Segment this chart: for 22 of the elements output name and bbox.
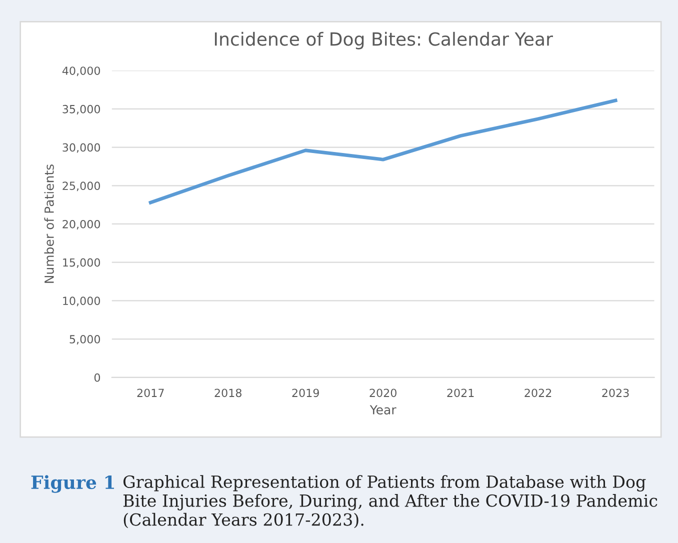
line-series (148, 98, 618, 204)
y-tick-label: 40,000 (62, 66, 100, 76)
x-axis-title: Year (370, 405, 396, 414)
x-tick-label: 2023 (602, 388, 629, 398)
y-tick-label: 15,000 (63, 258, 100, 268)
y-tick-label: 5,000 (70, 335, 100, 345)
x-tick-label: 2017 (137, 388, 164, 398)
y-axis-title: Number of Patients (44, 164, 54, 283)
y-tick-label: 0 (94, 373, 100, 382)
y-tick-label: 35,000 (62, 104, 100, 114)
x-tick-label: 2022 (524, 388, 552, 398)
caption: Figure 1 (31, 475, 114, 493)
x-tick-label: 2020 (370, 388, 396, 398)
chart-title: Incidence of Dog Bites: Calendar Year (214, 32, 553, 50)
y-tick-label: 30,000 (62, 143, 100, 153)
text: Graphical Representation of Patients from Database with Dog Bite Injuries Before, During, and After the COVID-19 Pandemic (Calendar Years 2017-2023). (123, 475, 658, 528)
y-tick-label: 10,000 (63, 296, 100, 306)
x-tick-label: 2018 (214, 388, 242, 398)
x-tick-label: 2021 (447, 388, 474, 398)
y-tick-label: 25,000 (62, 182, 100, 192)
x-tick-label: 2019 (292, 388, 319, 398)
y-tick-label: 20,000 (62, 220, 100, 230)
